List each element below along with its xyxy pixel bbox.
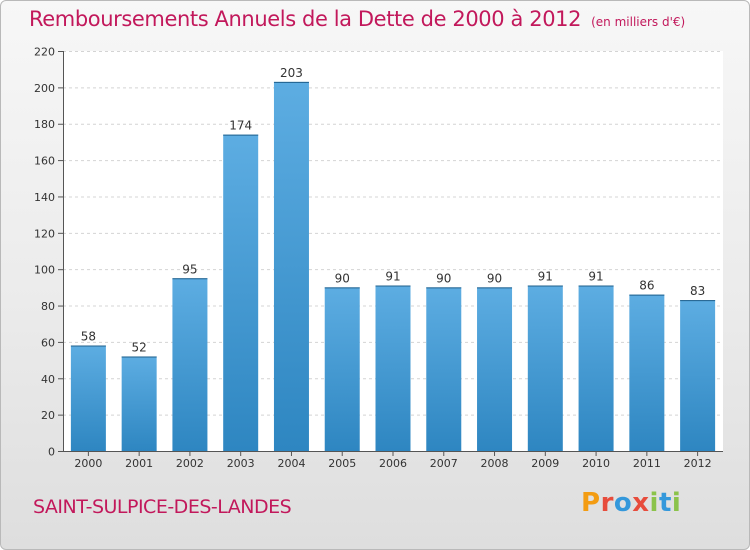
data-label: 91 — [385, 270, 400, 284]
x-tick-label: 2000 — [74, 457, 102, 470]
data-label: 90 — [487, 271, 502, 285]
labels: 0 20 40 60 80 100 120 140 160 180 200 220 58 2000 52 20… — [34, 46, 712, 471]
chart-title: Remboursements Annuels de la Dette de 20… — [29, 7, 685, 31]
proxiti-logo: Proxiti — [581, 488, 681, 518]
x-tick-label: 2008 — [481, 457, 509, 470]
y-tick-label: 220 — [34, 46, 55, 59]
data-label: 203 — [280, 66, 303, 80]
y-tick-label: 80 — [41, 300, 55, 313]
logo-letter: x — [632, 488, 650, 518]
bar — [121, 356, 157, 451]
x-tick-label: 2009 — [531, 457, 559, 470]
bar — [680, 300, 716, 451]
x-tick-label: 2004 — [277, 457, 305, 470]
x-tick-label: 2006 — [379, 457, 407, 470]
bar — [324, 287, 360, 451]
y-tick-label: 20 — [41, 409, 55, 422]
y-tick-label: 60 — [41, 336, 55, 349]
chart-unit: (en milliers d'€) — [591, 15, 686, 29]
chart-title-text: Remboursements Annuels de la Dette de 20… — [29, 7, 582, 31]
bar — [172, 278, 208, 451]
logo-letter: i — [671, 488, 682, 518]
logo-letter: i — [649, 488, 659, 518]
bar — [578, 285, 614, 451]
x-tick-label: 2011 — [633, 457, 661, 470]
logo-letter: P — [581, 488, 601, 518]
data-label: 90 — [436, 271, 451, 285]
x-tick-label: 2003 — [227, 457, 255, 470]
data-label: 83 — [690, 284, 705, 298]
commune-name: SAINT-SULPICE-DES-LANDES — [33, 496, 292, 518]
y-tick-label: 180 — [34, 118, 55, 131]
data-label: 58 — [81, 330, 96, 344]
data-label: 91 — [588, 270, 603, 284]
data-label: 174 — [229, 119, 252, 133]
y-tick-label: 40 — [41, 373, 55, 386]
bar — [70, 345, 106, 451]
y-tick-label: 140 — [34, 191, 55, 204]
axes — [58, 51, 723, 456]
logo-letter: t — [658, 488, 672, 518]
bar — [375, 285, 411, 451]
data-label: 91 — [538, 270, 553, 284]
bar — [223, 134, 259, 452]
x-tick-label: 2010 — [582, 457, 610, 470]
y-tick-label: 100 — [34, 264, 55, 277]
logo-letter: o — [613, 488, 633, 518]
data-label: 52 — [132, 340, 147, 354]
logo-letter: r — [600, 488, 614, 518]
x-tick-label: 2002 — [176, 457, 204, 470]
data-label: 95 — [182, 262, 197, 276]
y-tick-label: 160 — [34, 155, 55, 168]
data-label: 90 — [335, 271, 350, 285]
bar — [629, 294, 665, 451]
data-label: 86 — [639, 279, 654, 293]
bar — [273, 81, 309, 451]
bar — [477, 287, 513, 451]
bar — [426, 287, 462, 451]
x-tick-label: 2007 — [430, 457, 458, 470]
y-tick-label: 0 — [48, 446, 55, 459]
x-tick-label: 2012 — [684, 457, 712, 470]
bar — [527, 285, 563, 451]
x-tick-label: 2001 — [125, 457, 153, 470]
bars — [70, 81, 716, 452]
y-tick-label: 120 — [34, 227, 55, 240]
y-tick-label: 200 — [34, 82, 55, 95]
x-tick-label: 2005 — [328, 457, 356, 470]
